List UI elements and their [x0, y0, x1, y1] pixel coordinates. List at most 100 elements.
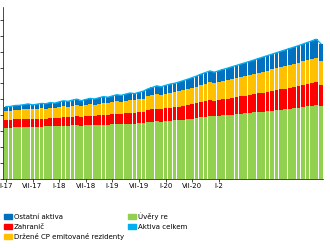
Bar [31, 127, 34, 179]
Bar [239, 114, 243, 179]
Bar [248, 95, 252, 113]
Bar [124, 124, 128, 179]
Bar [257, 59, 261, 73]
Bar [297, 86, 300, 108]
Bar [97, 104, 101, 115]
Bar [102, 103, 105, 115]
Bar [164, 94, 167, 108]
Bar [137, 113, 141, 124]
Bar [53, 118, 57, 126]
Bar [57, 102, 61, 107]
Bar [71, 106, 74, 117]
Bar [44, 126, 48, 179]
Bar [128, 93, 132, 100]
Bar [288, 109, 292, 179]
Bar [115, 124, 119, 179]
Bar [84, 125, 88, 179]
Bar [235, 65, 238, 78]
Bar [177, 82, 181, 91]
Bar [261, 93, 265, 112]
Bar [292, 87, 296, 108]
Bar [204, 101, 207, 117]
Bar [306, 106, 309, 179]
Bar [62, 106, 65, 117]
Bar [111, 114, 114, 124]
Bar [275, 90, 278, 110]
Bar [319, 61, 323, 85]
Bar [9, 120, 12, 127]
Bar [195, 76, 198, 87]
Bar [252, 113, 256, 179]
Bar [66, 101, 70, 107]
Bar [190, 119, 194, 179]
Bar [97, 125, 101, 179]
Bar [93, 99, 96, 105]
Bar [159, 122, 163, 179]
Bar [62, 101, 65, 106]
Bar [297, 46, 300, 63]
Bar [93, 116, 96, 125]
Bar [4, 120, 8, 128]
Bar [261, 112, 265, 179]
Bar [208, 100, 212, 116]
Bar [40, 103, 43, 108]
Bar [177, 120, 181, 179]
Bar [40, 108, 43, 119]
Bar [26, 104, 30, 109]
Bar [177, 107, 181, 120]
Bar [164, 85, 167, 94]
Bar [213, 72, 216, 83]
Bar [186, 89, 190, 105]
Bar [4, 128, 8, 179]
Bar [310, 83, 314, 106]
Bar [266, 111, 269, 179]
Bar [9, 106, 12, 111]
Bar [159, 95, 163, 109]
Bar [168, 93, 172, 108]
Bar [84, 99, 88, 105]
Bar [84, 116, 88, 125]
Bar [93, 105, 96, 116]
Bar [97, 115, 101, 125]
Bar [133, 124, 136, 179]
Bar [297, 63, 300, 86]
Bar [159, 109, 163, 122]
Bar [31, 119, 34, 127]
Bar [182, 120, 185, 179]
Bar [88, 116, 92, 125]
Bar [199, 117, 203, 179]
Bar [195, 118, 198, 179]
Bar [133, 113, 136, 124]
Bar [66, 117, 70, 126]
Bar [133, 94, 136, 100]
Bar [270, 111, 274, 179]
Bar [301, 107, 305, 179]
Bar [221, 99, 225, 115]
Bar [204, 73, 207, 84]
Bar [213, 116, 216, 179]
Bar [137, 92, 141, 99]
Bar [75, 116, 79, 125]
Bar [213, 101, 216, 116]
Bar [150, 95, 154, 109]
Bar [13, 127, 17, 179]
Bar [111, 96, 114, 102]
Bar [88, 104, 92, 116]
Bar [226, 80, 230, 98]
Bar [142, 112, 145, 123]
Bar [142, 91, 145, 98]
Bar [226, 68, 230, 80]
Bar [230, 79, 234, 98]
Bar [57, 126, 61, 179]
Bar [93, 125, 96, 179]
Bar [226, 98, 230, 115]
Bar [111, 102, 114, 114]
Bar [204, 117, 207, 179]
Bar [40, 126, 43, 179]
Bar [62, 117, 65, 126]
Bar [111, 124, 114, 179]
Bar [226, 115, 230, 179]
Bar [22, 109, 26, 119]
Bar [239, 96, 243, 114]
Bar [257, 93, 261, 112]
